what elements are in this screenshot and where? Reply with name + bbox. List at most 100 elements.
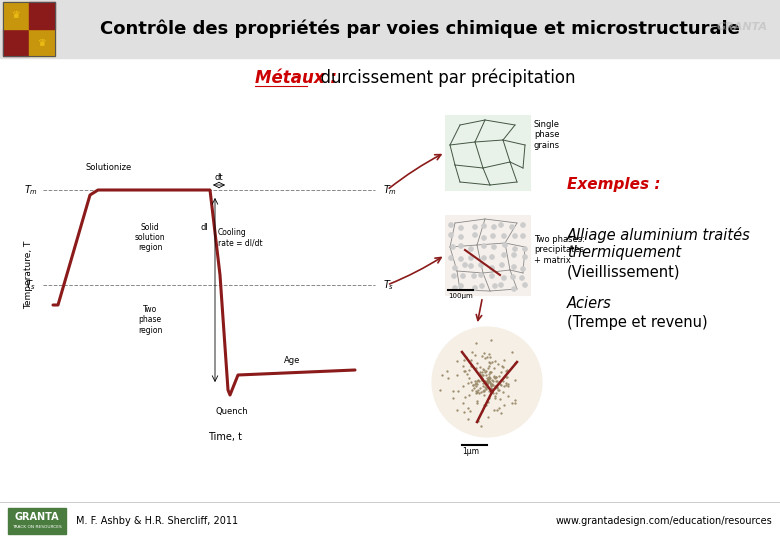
Circle shape	[463, 262, 467, 267]
Circle shape	[491, 233, 495, 239]
Circle shape	[122, 210, 178, 266]
Circle shape	[502, 253, 506, 258]
Text: Métaux :: Métaux :	[255, 69, 337, 87]
Bar	[445, 115, 530, 190]
Text: Solutionize: Solutionize	[85, 163, 131, 172]
Text: $T_s$: $T_s$	[25, 278, 37, 292]
Circle shape	[481, 235, 487, 240]
Text: thermiquement: thermiquement	[567, 246, 681, 260]
Text: 1μm: 1μm	[462, 447, 479, 456]
Text: Temperature, T: Temperature, T	[24, 241, 34, 309]
Circle shape	[459, 256, 463, 261]
Circle shape	[469, 255, 473, 260]
Circle shape	[520, 267, 526, 272]
Circle shape	[473, 286, 477, 291]
Circle shape	[452, 273, 456, 279]
Circle shape	[451, 245, 456, 249]
Circle shape	[502, 242, 508, 247]
Circle shape	[448, 233, 453, 238]
Circle shape	[448, 222, 453, 227]
Circle shape	[510, 274, 516, 280]
Circle shape	[498, 222, 504, 227]
Text: ♛: ♛	[37, 37, 46, 48]
Circle shape	[490, 273, 495, 279]
Text: $T_m$: $T_m$	[24, 183, 38, 197]
Circle shape	[512, 265, 516, 269]
Text: $T_m$: $T_m$	[383, 183, 397, 197]
Circle shape	[469, 246, 473, 252]
Circle shape	[481, 244, 487, 248]
Bar	[3, 29, 29, 56]
Circle shape	[452, 266, 458, 271]
Text: dt: dt	[215, 173, 223, 182]
Circle shape	[478, 262, 484, 267]
Circle shape	[512, 246, 517, 252]
Bar	[0, 0, 780, 58]
Circle shape	[459, 244, 463, 248]
Text: ♛: ♛	[37, 10, 46, 21]
Text: Aciers: Aciers	[567, 296, 612, 312]
Text: Two
phase
region: Two phase region	[138, 305, 162, 335]
Circle shape	[491, 245, 497, 249]
Circle shape	[502, 275, 506, 280]
Circle shape	[452, 286, 458, 291]
Bar	[445, 215, 530, 295]
Circle shape	[492, 284, 498, 288]
Text: TRACK ON RESOURCES: TRACK ON RESOURCES	[12, 525, 62, 530]
Bar	[29, 2, 55, 29]
Circle shape	[490, 266, 495, 271]
Circle shape	[523, 282, 527, 287]
Bar	[15, 100, 435, 450]
Text: Exemples :: Exemples :	[567, 178, 661, 192]
Text: (Vieillissement): (Vieillissement)	[567, 265, 680, 280]
Text: Contrôle des propriétés par voies chimique et microstructurale: Contrôle des propriétés par voies chimiq…	[100, 20, 740, 38]
Circle shape	[480, 284, 484, 288]
Bar	[8, 508, 66, 534]
Text: GRANTA: GRANTA	[717, 22, 768, 32]
Circle shape	[448, 255, 453, 260]
Text: ♛: ♛	[12, 37, 20, 48]
Circle shape	[520, 222, 526, 227]
Text: ♛: ♛	[12, 10, 20, 21]
Circle shape	[499, 262, 505, 267]
Circle shape	[459, 284, 463, 288]
Circle shape	[498, 282, 504, 287]
Circle shape	[519, 275, 524, 280]
Text: durcissement par précipitation: durcissement par précipitation	[310, 69, 576, 87]
Text: Age: Age	[285, 356, 300, 365]
Circle shape	[512, 253, 516, 258]
Text: (Trempe et revenu): (Trempe et revenu)	[567, 314, 707, 329]
Bar	[3, 2, 29, 29]
Circle shape	[490, 254, 495, 260]
Circle shape	[473, 233, 477, 238]
Circle shape	[432, 327, 542, 437]
Text: M. F. Ashby & H.R. Shercliff, 2011: M. F. Ashby & H.R. Shercliff, 2011	[76, 516, 238, 526]
Circle shape	[512, 287, 516, 292]
Circle shape	[473, 225, 477, 230]
Text: $T_s$: $T_s$	[383, 278, 395, 292]
Text: Two phases:
precipitates
+ matrix: Two phases: precipitates + matrix	[534, 235, 585, 265]
Text: Time, t: Time, t	[208, 432, 242, 442]
Circle shape	[459, 234, 463, 240]
Circle shape	[481, 224, 487, 228]
Text: Cooling
rate = dl/dt: Cooling rate = dl/dt	[218, 228, 263, 247]
Bar	[29, 29, 55, 56]
Circle shape	[523, 246, 527, 252]
Text: Single
phase
grains: Single phase grains	[534, 120, 560, 150]
Circle shape	[469, 264, 473, 268]
Circle shape	[126, 296, 174, 344]
Text: www.grantadesign.com/education/resources: www.grantadesign.com/education/resources	[555, 516, 772, 526]
Circle shape	[512, 233, 517, 239]
Circle shape	[478, 273, 484, 278]
Circle shape	[460, 273, 466, 279]
Circle shape	[481, 255, 487, 260]
Bar	[3, 2, 55, 56]
Text: Solid
solution
region: Solid solution region	[135, 222, 165, 252]
Circle shape	[502, 233, 506, 239]
Circle shape	[459, 226, 463, 231]
Text: 100μm: 100μm	[448, 293, 473, 299]
Text: GRANTA: GRANTA	[15, 512, 59, 522]
Circle shape	[520, 233, 526, 239]
Circle shape	[523, 254, 527, 260]
Text: Quench: Quench	[215, 407, 247, 416]
